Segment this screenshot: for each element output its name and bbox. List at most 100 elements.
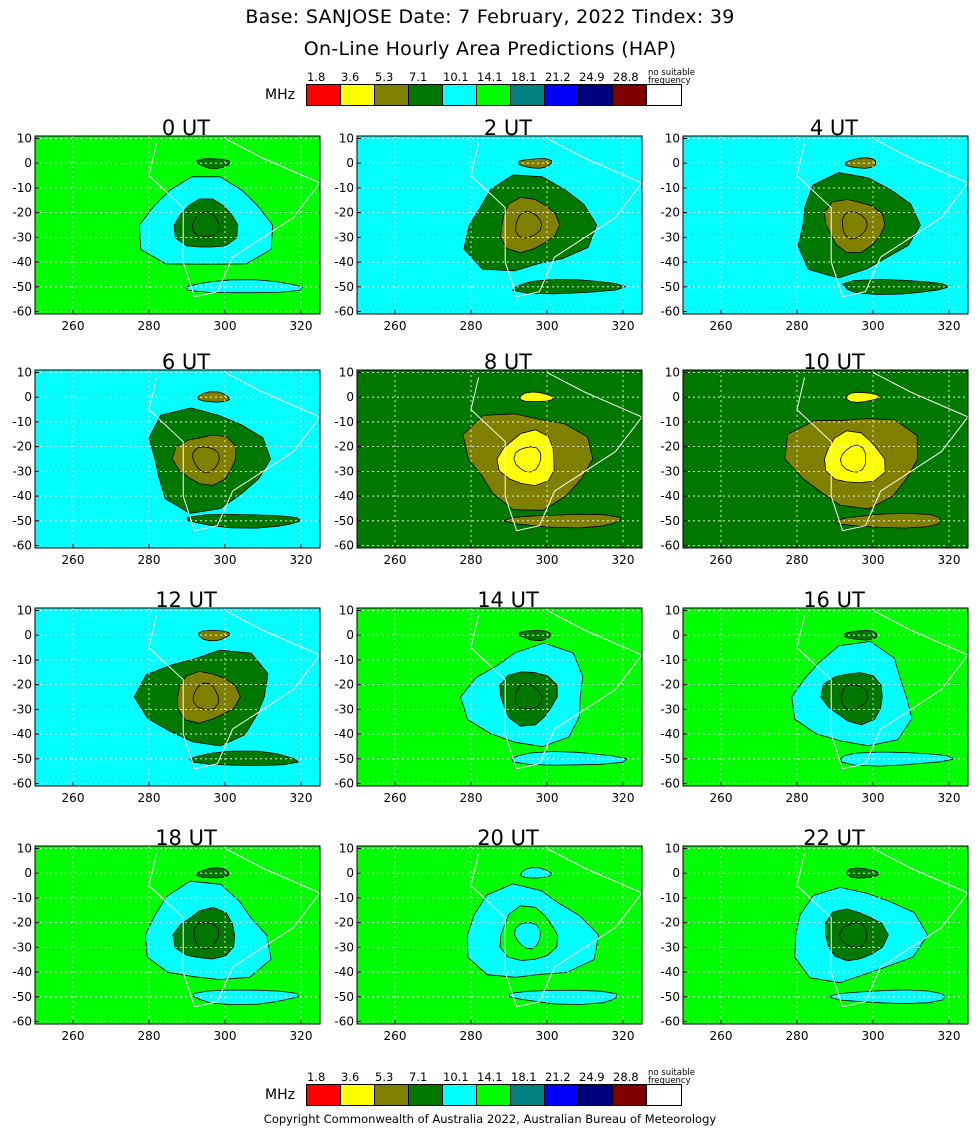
y-tick-label: -30 <box>334 230 354 244</box>
contour-max <box>515 211 543 239</box>
y-tick-label: -10 <box>334 653 354 667</box>
panel-title: 6 UT <box>162 350 210 374</box>
legend-value: 14.1 <box>477 1070 503 1084</box>
y-tick-label: -40 <box>334 965 354 979</box>
legend-swatches <box>306 1084 682 1106</box>
y-tick-label: -30 <box>12 940 32 954</box>
legend-swatch <box>307 1085 341 1105</box>
y-tick-label: -10 <box>334 181 354 195</box>
x-tick-label: 280 <box>138 319 161 333</box>
contour-max <box>514 683 543 710</box>
y-tick-label: -20 <box>660 916 680 930</box>
y-tick-label: -10 <box>660 415 680 429</box>
legend-no-suitable-line: no suitable <box>648 1068 695 1078</box>
y-tick-label: 0 <box>672 390 680 404</box>
coastline <box>148 372 320 532</box>
panel-title: 10 UT <box>803 350 865 374</box>
x-tick-label: 300 <box>536 553 559 567</box>
x-tick-label: 260 <box>384 791 407 805</box>
y-tick-label: -40 <box>12 489 32 503</box>
panel-20-ut: 260 280 300 320 10 0 -10 -20 -30 -40 -50 -60 20 UT <box>334 826 682 1058</box>
y-tick-label: -60 <box>660 539 680 553</box>
contour-max <box>513 446 542 473</box>
y-tick-label: 0 <box>346 390 354 404</box>
plot-frame <box>34 369 321 549</box>
contour-max <box>838 921 868 949</box>
legend-values: 1.8 3.6 5.3 7.1 10.1 14.1 18.1 21.2 24.9 28.8 <box>306 1070 706 1084</box>
x-tick-label: 320 <box>612 553 635 567</box>
y-tick-label: -60 <box>12 539 32 553</box>
coastline <box>796 848 968 1008</box>
x-tick-label: 300 <box>214 1029 237 1043</box>
legend-swatch <box>443 1085 477 1105</box>
coastline <box>148 138 320 298</box>
y-tick-label: -20 <box>660 206 680 220</box>
legend-swatch <box>579 85 613 105</box>
y-tick-label: -30 <box>12 464 32 478</box>
y-tick-label: 0 <box>346 156 354 170</box>
y-tick-label: -10 <box>660 653 680 667</box>
legend-swatch <box>341 85 375 105</box>
legend-swatch <box>647 85 681 105</box>
y-tick-label: -20 <box>334 916 354 930</box>
x-tick-label: 280 <box>786 791 809 805</box>
panel-title: 22 UT <box>803 826 865 850</box>
y-tick-label: -30 <box>660 230 680 244</box>
panel-14-ut: 260 280 300 320 10 0 -10 -20 -30 -40 -50 -60 14 UT <box>334 588 682 820</box>
y-tick-label: -10 <box>12 653 32 667</box>
y-tick-label: -60 <box>12 305 32 319</box>
x-tick-label: 260 <box>710 319 733 333</box>
coastline <box>470 848 642 1008</box>
legend-value: 21.2 <box>545 1070 571 1084</box>
coastline <box>796 610 968 770</box>
y-tick-label: -20 <box>660 678 680 692</box>
y-tick-label: 0 <box>24 390 32 404</box>
x-tick-label: 280 <box>460 319 483 333</box>
x-tick-label: 280 <box>138 1029 161 1043</box>
panel-12-ut: 260 280 300 320 10 0 -10 -20 -30 -40 -50 -60 12 UT <box>12 588 360 820</box>
legend-swatch <box>511 1085 545 1105</box>
panel-title: 18 UT <box>155 826 217 850</box>
legend-unit: MHz <box>265 87 295 103</box>
contour-band <box>197 391 230 403</box>
coastline <box>470 372 642 532</box>
panel-title: 14 UT <box>477 588 539 612</box>
y-tick-label: -30 <box>334 702 354 716</box>
plot-frame <box>682 135 969 315</box>
coastline <box>796 372 968 532</box>
panel-title: 4 UT <box>810 116 858 140</box>
legend-no-suitable-line: no suitable <box>648 68 695 78</box>
y-tick-label: 10 <box>665 131 680 145</box>
y-tick-label: -50 <box>660 990 680 1004</box>
y-tick-label: 10 <box>339 841 354 855</box>
y-tick-label: -60 <box>334 305 354 319</box>
contour-max <box>839 444 867 473</box>
y-tick-label: -50 <box>12 514 32 528</box>
legend-value: 21.2 <box>545 70 571 84</box>
legend-swatch <box>409 1085 443 1105</box>
legend-value: 7.1 <box>409 1070 428 1084</box>
y-tick-label: -50 <box>12 280 32 294</box>
panel-16-ut: 260 280 300 320 10 0 -10 -20 -30 -40 -50 -60 16 UT <box>660 588 980 820</box>
plot-frame <box>356 845 643 1025</box>
x-tick-label: 300 <box>214 553 237 567</box>
legend-value: 10.1 <box>443 1070 469 1084</box>
y-tick-label: -50 <box>12 990 32 1004</box>
legend-swatch <box>511 85 545 105</box>
y-tick-label: -10 <box>660 891 680 905</box>
legend-swatch <box>443 85 477 105</box>
legend-value: 1.8 <box>307 70 326 84</box>
y-tick-label: 10 <box>665 365 680 379</box>
y-tick-label: -40 <box>334 255 354 269</box>
y-tick-label: -40 <box>12 727 32 741</box>
y-tick-label: 0 <box>672 628 680 642</box>
coastline <box>796 138 968 298</box>
legend-value: 1.8 <box>307 1070 326 1084</box>
y-tick-label: -10 <box>12 891 32 905</box>
x-tick-label: 320 <box>290 553 313 567</box>
y-tick-label: -30 <box>12 702 32 716</box>
x-tick-label: 260 <box>710 1029 733 1043</box>
legend-swatch <box>613 1085 647 1105</box>
panel-6-ut: 260 280 300 320 10 0 -10 -20 -30 -40 -50 -60 6 UT <box>12 350 360 582</box>
panel-0-ut: 260 280 300 320 10 0 -10 -20 -30 -40 -50 -60 0 UT <box>12 116 360 348</box>
